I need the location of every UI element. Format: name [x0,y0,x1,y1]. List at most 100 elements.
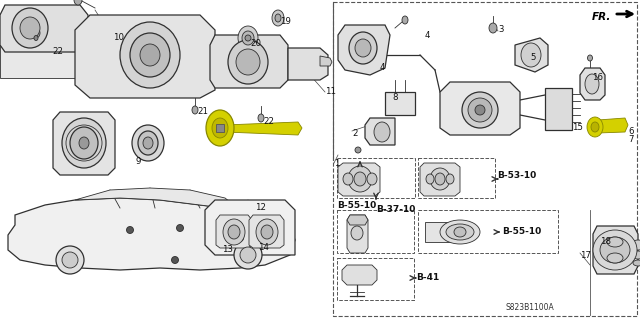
Bar [333,2,637,316]
Polygon shape [0,32,90,78]
Text: 10: 10 [113,33,124,42]
Ellipse shape [228,225,240,239]
Ellipse shape [79,137,89,149]
Bar [418,158,495,198]
Ellipse shape [272,10,284,26]
Bar [337,210,414,253]
Circle shape [237,234,243,241]
Text: 13: 13 [222,246,233,255]
Ellipse shape [354,172,366,186]
Ellipse shape [475,105,485,115]
Polygon shape [205,200,295,255]
Polygon shape [75,15,215,98]
Bar [216,124,224,132]
Ellipse shape [631,240,640,250]
Ellipse shape [192,106,198,114]
Text: 7: 7 [628,136,634,145]
Polygon shape [338,163,380,196]
Ellipse shape [632,251,640,259]
Bar [337,258,414,300]
Text: B-55-10: B-55-10 [337,201,376,210]
Ellipse shape [430,168,450,190]
Ellipse shape [588,55,593,61]
Ellipse shape [351,226,363,240]
Text: 5: 5 [530,53,536,62]
Ellipse shape [349,32,377,64]
Circle shape [62,252,78,268]
Text: 17: 17 [580,250,591,259]
Text: B-55-10: B-55-10 [502,227,541,236]
Circle shape [127,226,134,234]
Ellipse shape [12,8,48,48]
Text: 22: 22 [52,48,63,56]
Ellipse shape [446,224,474,240]
Polygon shape [75,188,240,210]
Polygon shape [347,215,368,253]
Text: B-41: B-41 [416,273,439,283]
Ellipse shape [212,118,228,138]
Text: 18: 18 [600,238,611,247]
Polygon shape [580,68,605,100]
Polygon shape [338,25,390,75]
Polygon shape [216,215,252,248]
Polygon shape [8,198,295,270]
Ellipse shape [258,114,264,122]
Ellipse shape [607,253,623,263]
Ellipse shape [585,74,599,94]
Polygon shape [425,222,455,242]
Polygon shape [440,82,520,135]
Text: 19: 19 [280,18,291,26]
Ellipse shape [355,147,361,153]
Ellipse shape [228,40,268,84]
Ellipse shape [343,173,353,185]
Ellipse shape [62,118,106,168]
Ellipse shape [374,122,390,142]
Ellipse shape [138,131,158,155]
Polygon shape [210,35,288,88]
Polygon shape [515,38,548,72]
Ellipse shape [367,173,377,185]
Ellipse shape [607,237,623,247]
Ellipse shape [32,28,40,38]
Ellipse shape [355,39,371,57]
Ellipse shape [20,17,40,39]
Ellipse shape [468,98,492,122]
Text: 9: 9 [135,158,140,167]
Ellipse shape [521,43,541,67]
Ellipse shape [426,174,434,184]
Ellipse shape [591,122,599,132]
Text: 1: 1 [334,159,339,167]
Ellipse shape [140,44,160,66]
Text: 20: 20 [250,39,261,48]
Polygon shape [249,215,284,248]
Polygon shape [320,56,332,66]
Ellipse shape [74,0,82,5]
Ellipse shape [633,260,640,266]
Circle shape [177,225,184,232]
Ellipse shape [238,26,258,50]
Ellipse shape [348,166,372,192]
Ellipse shape [435,173,445,185]
Polygon shape [595,118,628,133]
Ellipse shape [236,49,260,75]
Polygon shape [0,5,88,52]
Polygon shape [220,122,302,135]
Ellipse shape [34,35,38,41]
Ellipse shape [587,117,603,137]
Ellipse shape [245,35,251,41]
Text: 16: 16 [592,73,603,83]
Ellipse shape [402,16,408,24]
Text: 11: 11 [325,87,336,97]
Bar [337,158,415,198]
Polygon shape [545,88,572,130]
Ellipse shape [593,230,637,270]
Text: 12: 12 [255,203,266,211]
Text: S823B1100A: S823B1100A [505,303,554,313]
Circle shape [56,246,84,274]
Polygon shape [347,215,368,225]
Bar [418,210,558,253]
Text: 3: 3 [498,26,504,34]
Ellipse shape [120,22,180,88]
Circle shape [172,256,179,263]
Circle shape [234,241,262,269]
